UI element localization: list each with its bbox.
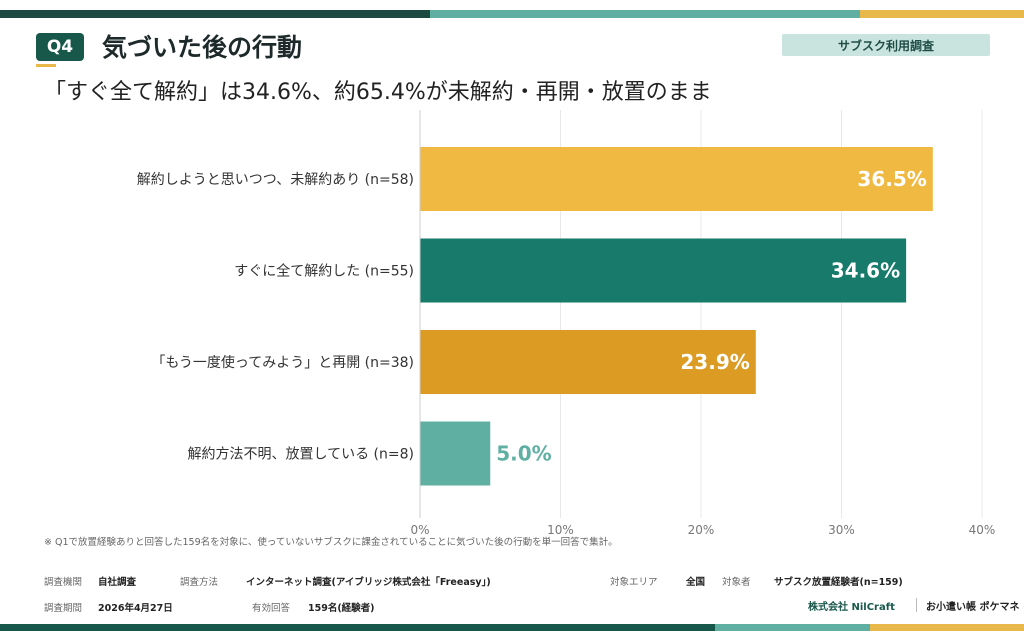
bar xyxy=(420,147,933,211)
top-bar-segment-teal xyxy=(430,10,860,18)
bottom-bar-segment-teal xyxy=(715,624,870,631)
bar xyxy=(420,238,907,303)
footer-divider xyxy=(916,598,917,612)
footnote: ※ Q1で放置経験ありと回答した159名を対象に、使っていないサブスクに課金され… xyxy=(44,537,618,548)
area-value: 全国 xyxy=(686,577,706,588)
bar xyxy=(420,421,491,486)
category-label: すぐに全て解約した (n=55) xyxy=(234,263,414,280)
data-label: 23.9% xyxy=(680,350,749,374)
chart-subtitle: 「すぐ全て解約」は34.6%、約65.4%が未解約・再開・放置のまま xyxy=(44,80,712,105)
target-value: サブスク放置経験者(n=159) xyxy=(774,577,903,588)
page-title: 気づいた後の行動 xyxy=(102,33,303,62)
bottom-color-bar xyxy=(0,624,1024,631)
area-label: 対象エリア xyxy=(610,577,658,588)
top-color-bar xyxy=(0,10,1024,18)
x-tick-label: 40% xyxy=(969,523,996,537)
x-tick-label: 0% xyxy=(410,523,429,537)
company-name: 株式会社 NilCraft xyxy=(808,602,895,613)
x-tick-label: 20% xyxy=(688,523,715,537)
org-value: 自社調査 xyxy=(98,577,137,588)
brand-name: お小遣い帳 ポケマネ xyxy=(926,602,1020,613)
question-badge: Q4 xyxy=(36,33,84,61)
survey-tag: サブスク利用調査 xyxy=(782,34,990,56)
category-label: 解約しようと思いつつ、未解約あり (n=58) xyxy=(137,172,414,188)
category-label: 「もう一度使ってみよう」と再開 (n=38) xyxy=(151,354,414,371)
x-tick-label: 30% xyxy=(828,523,855,537)
data-label: 34.6% xyxy=(831,259,900,283)
category-label: 解約方法不明、放置している (n=8) xyxy=(188,447,414,463)
valid-value: 159名(経験者) xyxy=(308,603,375,614)
method-label: 調査方法 xyxy=(180,577,219,588)
bar-chart: 0% 10% 20% 30% 40% 解約しようと思いつつ、未解約あり (n=58) 36.… xyxy=(137,110,996,537)
target-label: 対象者 xyxy=(722,577,751,588)
badge-underline xyxy=(36,64,56,67)
valid-label: 有効回答 xyxy=(252,603,291,614)
org-label: 調査機関 xyxy=(44,577,83,588)
bottom-bar-segment-yellow xyxy=(870,624,1024,631)
top-bar-segment-yellow xyxy=(860,10,1024,18)
data-label: 5.0% xyxy=(496,442,551,466)
top-bar-segment-dark xyxy=(0,10,430,18)
bottom-bar-segment-dark xyxy=(0,624,715,631)
x-tick-label: 10% xyxy=(547,523,574,537)
data-label: 36.5% xyxy=(857,167,926,191)
period-label: 調査期間 xyxy=(44,603,83,614)
method-value: インターネット調査(アイブリッジ株式会社「Freeasy」) xyxy=(246,577,491,588)
period-value: 2026年4月27日 xyxy=(98,603,173,614)
bar xyxy=(420,330,756,394)
